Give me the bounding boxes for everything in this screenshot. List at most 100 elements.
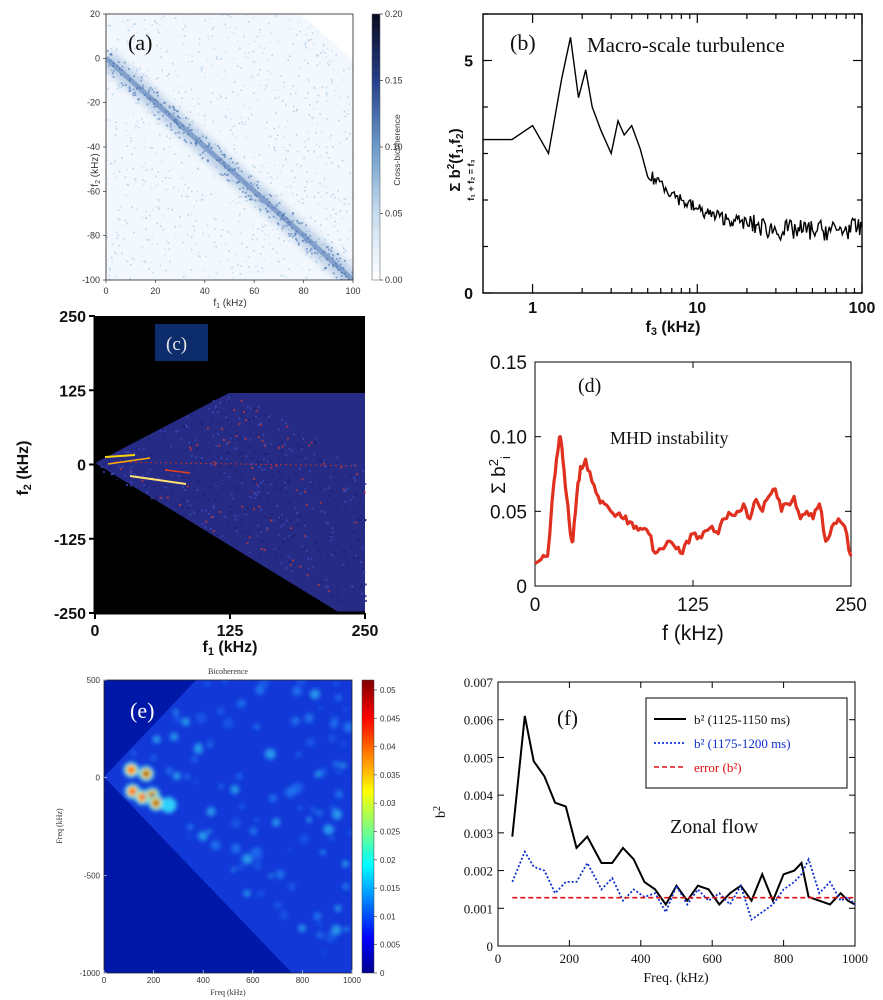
panel-e-hotspot-core [152,799,160,807]
panel-e-colorbar-tick-label: 0.005 [380,941,401,950]
svg-text:f₁ + f₂ = f₃: f₁ + f₂ = f₃ [466,159,476,200]
panel-c-ytick-label: 125 [59,383,86,400]
panel-a-ytick-label: -40 [87,142,100,152]
panel-e-triangle-region [104,680,352,973]
panel-c-label: (c) [166,334,187,355]
panel-c-peak-2 [107,457,151,465]
panel-e-label: (e) [130,698,154,723]
panel-c-xtick-label: 250 [352,623,379,640]
panel-d-annotation: MHD instability [610,428,729,448]
panel-c-peak-3 [129,475,187,485]
panel-b-macro-turbulence: 1 10 100 0 5 (b) Macro-scale turbulence f3 (… [446,13,876,338]
panel-e-colorbar-tick-label: 0.025 [380,828,401,837]
panel-b-xtick-label: 100 [849,300,876,317]
panel-e-ytick-label: -1000 [80,969,101,978]
panel-d-xtick-label: 125 [677,595,709,616]
panel-f-ytick-label: 0.003 [464,826,493,841]
panel-a-ytick-label: -80 [87,231,100,241]
panel-d-ytick-label: 0.05 [490,502,527,523]
panel-e-colorbar-tick-label: 0 [380,969,385,978]
panel-d-xlabel: f (kHz) [662,622,724,645]
panel-a-xtick-label: 60 [249,286,259,296]
panel-f-xtick-label: 0 [495,951,502,966]
panel-f-series-line-1 [511,715,856,907]
panel-a-xlabel: f1 (kHz) [213,298,246,310]
panel-a-xtick-label: 80 [299,286,309,296]
panel-a-xtick-label: 40 [200,286,210,296]
panel-c-zero-line [114,461,361,467]
panel-b-xlabel: f3 (kHz) [645,319,700,338]
panel-c-ytick-label: -250 [54,606,86,623]
panel-f-ytick-label: 0.001 [464,901,493,916]
panel-c-ytick-label: 250 [59,309,86,326]
panel-b-series-line [483,37,863,242]
panel-a-cross-bicoherence: (a) 20 0 -20 -40 -60 -80 -100 0 20 40 60 80 100 f2 … [82,9,403,310]
panel-f-ytick-label: 0.004 [464,788,494,803]
panel-d-xtick-label: 250 [835,595,867,616]
panel-f-annotation: Zonal flow [670,816,759,838]
panel-a-colorbar-tick-label: 0.20 [385,9,403,19]
panel-d-ytick-label: 0 [516,577,527,598]
panel-a-ytick-label: 20 [90,9,100,19]
panel-c-bicoherence: (c) 250 125 0 -125 -250 0 125 250 f1 (kHz) f2 (… [15,309,378,658]
panel-d-ytick-label: 0.10 [490,428,527,449]
panel-d-ylabel: Σ b2i [486,456,513,494]
panel-f-legend-label: error (b²) [694,760,742,775]
panel-e-title: Bicoherence [208,667,248,676]
panel-a-ytick-label: 0 [95,53,100,63]
panel-f-xtick-label: 1000 [842,951,868,966]
panel-e-xtick-label: 400 [197,976,211,985]
panel-f-series-line-2 [511,849,856,922]
panel-e-frame [103,679,353,974]
panel-f-xtick-label: 200 [560,951,580,966]
panel-e-ytick-label: 500 [87,676,101,685]
panel-c-label-box [155,324,208,361]
panel-f-ytick-label: 0.006 [464,713,494,728]
panel-e-xtick-label: 800 [296,976,310,985]
panel-a-xtick-label: 20 [150,286,160,296]
panel-a-ylabel: f2 (kHz) [90,153,102,186]
panel-c-peak-4 [164,469,191,474]
panel-d-ytick-label: 0.15 [490,353,527,374]
panel-c-ytick-label: 0 [77,458,86,475]
panel-e-xtick-label: 200 [147,976,161,985]
panel-a-empty-corner [300,14,353,60]
panel-a-ytick-label: -20 [87,98,100,108]
panel-e-hotspot-core [128,766,135,774]
panel-e-colorbar [361,679,375,974]
panel-e-colorbar-tick-label: 0.035 [380,771,401,780]
panel-e-ylabel: Freq (kHz) [55,808,64,844]
panel-d-mhd-instability: 0 0.05 0.10 0.15 0 125 250 (d) MHD instability… [486,353,867,645]
panel-a-ytick-label: -60 [87,186,100,196]
panel-e-colorbar-tick-label: 0.015 [380,884,401,893]
panel-f-zonal-flow: 0 0.001 0.002 0.003 0.004 0.005 0.006 0.007 0 200… [432,675,868,986]
svg-text:Σ b2(f1,f2): Σ b2(f1,f2) [446,128,466,191]
panel-e-xlabel: Freq (kHz) [210,988,246,997]
panel-e-xtick-label: 0 [102,976,107,985]
panel-d-xtick-label: 0 [530,595,541,616]
panel-e-ytick-label: -500 [84,871,101,880]
panel-e-xtick-label: 600 [246,976,260,985]
panel-f-label: (f) [557,706,578,730]
panel-d-series-line [534,435,853,565]
panel-f-legend-label: b² (1125-1150 ms) [694,712,790,727]
panel-b-ylabel: Σ b2(f1,f2) f₁ + f₂ = f₃ [446,128,476,200]
panel-c-xtick-label: 125 [217,623,244,640]
panel-e-hotspot-halo [160,797,177,814]
panel-f-ytick-label: 0.002 [464,864,493,879]
panel-f-ytick-label: 0 [487,939,494,954]
panel-e-colorbar-tick-label: 0.03 [380,799,396,808]
panel-e-colorbar-tick-label: 0.02 [380,856,396,865]
panel-a-diagonal-core [106,56,353,280]
panel-e-ytick-label: 0 [96,774,101,783]
panel-d-frame [534,361,852,587]
panel-c-ylabel: f2 (kHz) [15,440,34,495]
panel-b-label: (b) [510,30,536,55]
panel-f-xlabel: Freq. (kHz) [643,971,709,986]
panel-f-ylabel: b2 [432,806,449,818]
panel-a-colorbar-tick-label: 0.00 [385,275,403,285]
panel-b-xtick-label: 1 [528,300,537,317]
panel-a-xtick-label: 100 [345,286,360,296]
